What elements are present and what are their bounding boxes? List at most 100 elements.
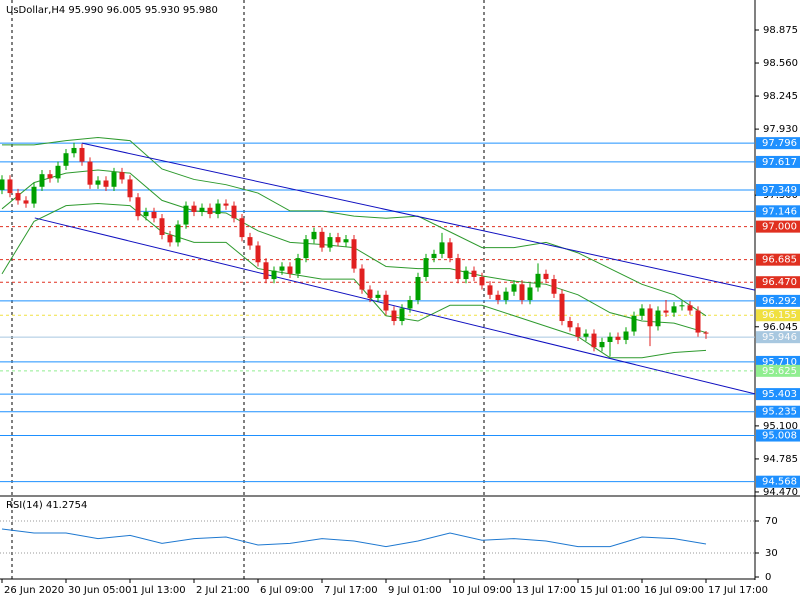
x-tick-label: 1 Jul 13:00 xyxy=(132,585,186,596)
x-tick-label: 26 Jun 2020 xyxy=(4,585,64,596)
candle-body xyxy=(55,165,61,179)
x-tick-label: 2 Jul 21:00 xyxy=(196,585,250,596)
candle-body xyxy=(79,147,85,162)
candle-body xyxy=(199,207,205,212)
candle-body xyxy=(447,242,453,259)
candle-body xyxy=(599,341,605,348)
level-label-box xyxy=(756,475,800,488)
level-label-box xyxy=(756,220,800,233)
candle-body xyxy=(287,266,293,274)
candle-body xyxy=(303,239,309,259)
candle-body xyxy=(103,180,109,187)
y-tick-label: 98.245 xyxy=(763,91,798,102)
x-tick-label: 17 Jul 17:00 xyxy=(708,585,768,596)
candle-body xyxy=(423,258,429,277)
candle-body xyxy=(687,305,693,311)
rsi-title: RSI(14) 41.2754 xyxy=(6,500,87,511)
candle-body xyxy=(511,284,517,292)
candle-body xyxy=(391,310,397,322)
candle-body xyxy=(119,172,125,180)
rsi-tick-label: 0 xyxy=(765,572,771,583)
level-label: 95.235 xyxy=(762,407,797,418)
candle-body xyxy=(647,308,653,327)
y-tick-label: 95.100 xyxy=(763,421,798,432)
candle-body xyxy=(575,327,581,337)
level-label: 97.617 xyxy=(762,157,797,168)
candle-body xyxy=(71,147,77,154)
y-tick-label: 94.470 xyxy=(763,487,798,498)
level-label-box xyxy=(756,253,800,266)
level-label-box xyxy=(756,137,800,150)
candle-body xyxy=(615,336,621,340)
candle-body xyxy=(695,310,701,333)
candle-body xyxy=(431,253,437,259)
level-label-box xyxy=(756,405,800,418)
candle-body xyxy=(159,218,165,236)
level-label-box xyxy=(756,429,800,442)
level-label: 95.008 xyxy=(762,431,797,442)
level-label-box xyxy=(756,184,800,197)
bollinger-band xyxy=(1,203,707,359)
candle-body xyxy=(327,237,333,248)
candle-body xyxy=(703,332,709,334)
candle-body xyxy=(0,179,5,190)
candle-body xyxy=(559,293,565,322)
candle-body xyxy=(655,310,661,327)
level-label: 96.685 xyxy=(762,255,797,266)
candle-body xyxy=(207,207,213,215)
candle-body xyxy=(567,321,573,328)
candle-body xyxy=(143,211,149,217)
candle-body xyxy=(671,306,677,313)
candle-body xyxy=(191,205,197,212)
x-tick-label: 15 Jul 01:00 xyxy=(580,585,640,596)
candle-body xyxy=(623,331,629,340)
x-tick-label: 9 Jul 01:00 xyxy=(388,585,442,596)
x-tick-label: 6 Jul 09:00 xyxy=(260,585,314,596)
candle-body xyxy=(527,287,533,301)
candle-body xyxy=(607,336,613,342)
candle-body xyxy=(479,276,485,286)
x-tick-label: 7 Jul 17:00 xyxy=(324,585,378,596)
level-label: 96.292 xyxy=(762,296,797,307)
candle-body xyxy=(87,161,93,185)
bollinger-band xyxy=(2,136,707,317)
level-label-box xyxy=(756,331,800,344)
level-label: 95.946 xyxy=(762,332,797,343)
candle-body xyxy=(295,258,301,274)
y-tick-label: 98.875 xyxy=(763,25,798,36)
candle-body xyxy=(263,262,269,280)
candle-body xyxy=(231,205,237,219)
candle-body xyxy=(95,180,101,185)
candle-body xyxy=(343,239,349,243)
level-label: 95.710 xyxy=(762,357,797,368)
rsi-tick-label: 70 xyxy=(765,516,778,527)
candle-body xyxy=(631,315,637,332)
x-tick-label: 16 Jul 09:00 xyxy=(644,585,704,596)
candle-body xyxy=(335,237,341,243)
candle-body xyxy=(551,279,557,294)
candle-body xyxy=(591,333,597,348)
level-label-box xyxy=(756,309,800,322)
candle-body xyxy=(367,289,373,298)
rsi-line xyxy=(1,528,707,548)
candle-body xyxy=(39,174,45,187)
candle-body xyxy=(255,245,261,263)
x-tick-label: 30 Jun 05:00 xyxy=(68,585,132,596)
candle-body xyxy=(135,197,141,217)
candle-body xyxy=(239,218,245,238)
candle-body xyxy=(455,258,461,280)
candle-body xyxy=(127,179,133,198)
candle-body xyxy=(223,203,229,206)
candle-body xyxy=(279,266,285,271)
level-label-box xyxy=(756,155,800,168)
candle-body xyxy=(663,310,669,313)
candle-body xyxy=(399,308,405,322)
candle-body xyxy=(487,285,493,295)
candle-body xyxy=(359,268,365,290)
candle-body xyxy=(247,237,253,246)
level-label-box xyxy=(756,276,800,289)
candle-body xyxy=(151,211,157,219)
candle-body xyxy=(7,179,13,194)
